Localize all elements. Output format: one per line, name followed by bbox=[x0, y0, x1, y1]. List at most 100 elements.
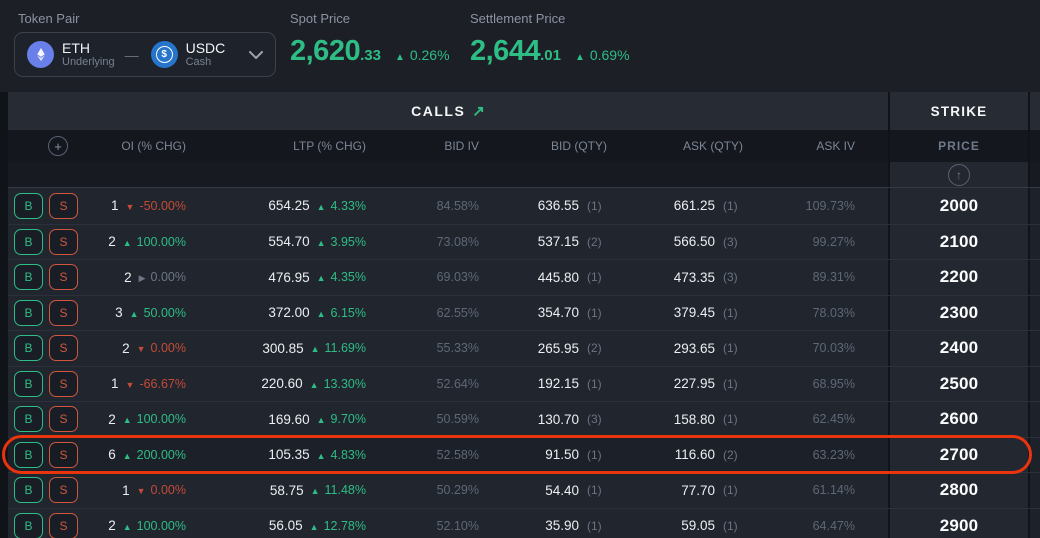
sell-button[interactable]: S bbox=[49, 512, 78, 538]
oi-change-icon: ▲ bbox=[122, 450, 132, 461]
calls-title: CALLS bbox=[411, 103, 466, 119]
ltp-change-icon: ▲ bbox=[316, 201, 326, 212]
ltp-change-icon: ▲ bbox=[316, 450, 326, 461]
sell-button[interactable]: S bbox=[49, 370, 78, 397]
ask-iv-cell: 109.73% bbox=[805, 198, 855, 213]
strike-price: 2700 bbox=[888, 437, 1030, 472]
oi-change: ▲ 100.00% bbox=[122, 412, 186, 427]
puts-section-edge bbox=[1030, 295, 1040, 330]
option-row[interactable]: B S 3 ▲ 50.00% 372.00 ▲ 6.15% 62.55% 354.7… bbox=[8, 294, 1040, 330]
option-row[interactable]: B S 1 ▼ 0.00% 58.75 ▲ 11.48% 50.29% 54.40(… bbox=[8, 472, 1040, 508]
ltp-cell: 300.85 ▲ 11.69% bbox=[262, 340, 366, 356]
buy-button[interactable]: B bbox=[14, 299, 43, 326]
bid-cell[interactable]: 192.15 (1) bbox=[537, 376, 602, 392]
up-triangle-icon: ▲ bbox=[394, 52, 405, 63]
sell-button[interactable]: S bbox=[49, 335, 78, 362]
buy-button[interactable]: B bbox=[14, 192, 43, 219]
strike-price: 2500 bbox=[888, 366, 1030, 401]
ask-iv-cell: 70.03% bbox=[812, 341, 855, 356]
option-row[interactable]: B S 2 ▼ 0.00% 300.85 ▲ 11.69% 55.33% 265.9… bbox=[8, 330, 1040, 366]
ask-cell[interactable]: 77.70 (1) bbox=[681, 482, 738, 498]
oi-change: ▲ 100.00% bbox=[122, 234, 186, 249]
bid-iv-cell: 52.58% bbox=[436, 447, 479, 462]
option-row[interactable]: B S 2 ▶ 0.00% 476.95 ▲ 4.35% 69.03% 445.80… bbox=[8, 259, 1040, 295]
ltp-change-icon: ▲ bbox=[316, 308, 326, 319]
base-role: Underlying bbox=[62, 56, 115, 69]
ltp-change: ▲ 3.95% bbox=[316, 234, 366, 249]
base-token: ETH Underlying bbox=[27, 39, 115, 69]
ltp-cell: 56.05 ▲ 12.78% bbox=[268, 518, 366, 534]
ltp-change: ▲ 4.83% bbox=[316, 447, 366, 462]
option-row[interactable]: B S 2 ▲ 100.00% 56.05 ▲ 12.78% 52.10% 35.9… bbox=[8, 507, 1040, 538]
bid-cell[interactable]: 91.50 (1) bbox=[545, 447, 602, 463]
bid-cell[interactable]: 130.70 (3) bbox=[537, 411, 602, 427]
ltp-cell: 105.35 ▲ 4.83% bbox=[268, 447, 366, 463]
buy-button[interactable]: B bbox=[14, 370, 43, 397]
oi-change-icon: ▲ bbox=[122, 237, 132, 248]
option-row[interactable]: B S 6 ▲ 200.00% 105.35 ▲ 4.83% 52.58% 91.5… bbox=[2, 435, 1040, 473]
oi-change-icon: ▼ bbox=[136, 344, 146, 355]
sell-button[interactable]: S bbox=[49, 477, 78, 504]
settlement-price-label: Settlement Price bbox=[470, 11, 566, 26]
spot-price-label: Spot Price bbox=[290, 11, 350, 26]
bid-cell[interactable]: 445.80 (1) bbox=[537, 269, 602, 285]
buy-button[interactable]: B bbox=[14, 406, 43, 433]
puts-section-edge bbox=[1030, 188, 1040, 224]
arrow-up-right-icon: ↗ bbox=[472, 103, 485, 120]
puts-section-edge bbox=[1030, 331, 1040, 366]
oi-change: ▲ 50.00% bbox=[129, 305, 186, 320]
ask-cell[interactable]: 293.65 (1) bbox=[673, 340, 738, 356]
bid-cell[interactable]: 54.40 (1) bbox=[545, 482, 602, 498]
sell-button[interactable]: S bbox=[49, 264, 78, 291]
oi-change-icon: ▼ bbox=[125, 379, 135, 390]
strike-price: 2900 bbox=[888, 508, 1030, 538]
ask-cell[interactable]: 116.60 (2) bbox=[674, 447, 738, 463]
option-row[interactable]: B S 2 ▲ 100.00% 554.70 ▲ 3.95% 73.08% 537.… bbox=[8, 223, 1040, 259]
ask-cell[interactable]: 379.45 (1) bbox=[673, 305, 738, 321]
bid-cell[interactable]: 636.55 (1) bbox=[537, 198, 602, 214]
ask-cell[interactable]: 227.95 (1) bbox=[673, 376, 738, 392]
column-header-row: + OI (% CHG) LTP (% CHG) BID IV BID (QTY… bbox=[8, 130, 1040, 162]
ask-iv-cell: 89.31% bbox=[812, 270, 855, 285]
settlement-price-decimals: .01 bbox=[540, 47, 561, 64]
strike-price: 2600 bbox=[888, 402, 1030, 437]
scroll-up-icon[interactable]: ↑ bbox=[948, 163, 970, 186]
quote-symbol: USDC bbox=[185, 39, 226, 56]
oi-change: ▼ -66.67% bbox=[125, 376, 186, 391]
sell-button[interactable]: S bbox=[49, 228, 78, 255]
sell-button[interactable]: S bbox=[49, 299, 78, 326]
base-symbol: ETH bbox=[62, 39, 90, 56]
buy-button[interactable]: B bbox=[14, 228, 43, 255]
buy-button[interactable]: B bbox=[14, 264, 43, 291]
ask-cell[interactable]: 661.25 (1) bbox=[673, 198, 738, 214]
quote-role: Cash bbox=[185, 56, 212, 69]
bid-cell[interactable]: 354.70 (1) bbox=[537, 305, 602, 321]
ask-iv-cell: 62.45% bbox=[812, 412, 855, 427]
option-row[interactable]: B S 1 ▼ -66.67% 220.60 ▲ 13.30% 52.64% 192… bbox=[8, 365, 1040, 401]
buy-button[interactable]: B bbox=[14, 441, 43, 468]
ask-cell[interactable]: 473.35 (3) bbox=[673, 269, 738, 285]
bid-cell[interactable]: 537.15 (2) bbox=[537, 234, 602, 250]
buy-button[interactable]: B bbox=[14, 477, 43, 504]
add-column-icon[interactable]: + bbox=[48, 136, 68, 156]
section-band: CALLS ↗ STRIKE bbox=[8, 92, 1040, 130]
ask-cell[interactable]: 158.80 (1) bbox=[673, 411, 738, 427]
ask-cell[interactable]: 566.50 (3) bbox=[673, 234, 738, 250]
col-bid-qty: BID (QTY) bbox=[551, 139, 607, 153]
bid-cell[interactable]: 35.90 (1) bbox=[545, 518, 602, 534]
sell-button[interactable]: S bbox=[49, 192, 78, 219]
option-row[interactable]: B S 2 ▲ 100.00% 169.60 ▲ 9.70% 50.59% 130.… bbox=[8, 401, 1040, 437]
calls-section-header[interactable]: CALLS ↗ bbox=[8, 92, 888, 130]
buy-button[interactable]: B bbox=[14, 512, 43, 538]
option-row[interactable]: B S 1 ▼ -50.00% 654.25 ▲ 4.33% 84.58% 636.… bbox=[8, 188, 1040, 224]
ask-cell[interactable]: 59.05 (1) bbox=[681, 518, 738, 534]
col-ask-iv: ASK IV bbox=[816, 139, 855, 153]
bid-cell[interactable]: 265.95 (2) bbox=[537, 340, 602, 356]
ltp-change: ▲ 6.15% bbox=[316, 305, 366, 320]
sell-button[interactable]: S bbox=[49, 441, 78, 468]
oi-cell: 2 ▲ 100.00% bbox=[108, 411, 186, 427]
buy-button[interactable]: B bbox=[14, 335, 43, 362]
sell-button[interactable]: S bbox=[49, 406, 78, 433]
strike-price: 2200 bbox=[888, 260, 1030, 295]
token-pair-selector[interactable]: ETH Underlying — $ USDC Cash bbox=[14, 32, 276, 77]
